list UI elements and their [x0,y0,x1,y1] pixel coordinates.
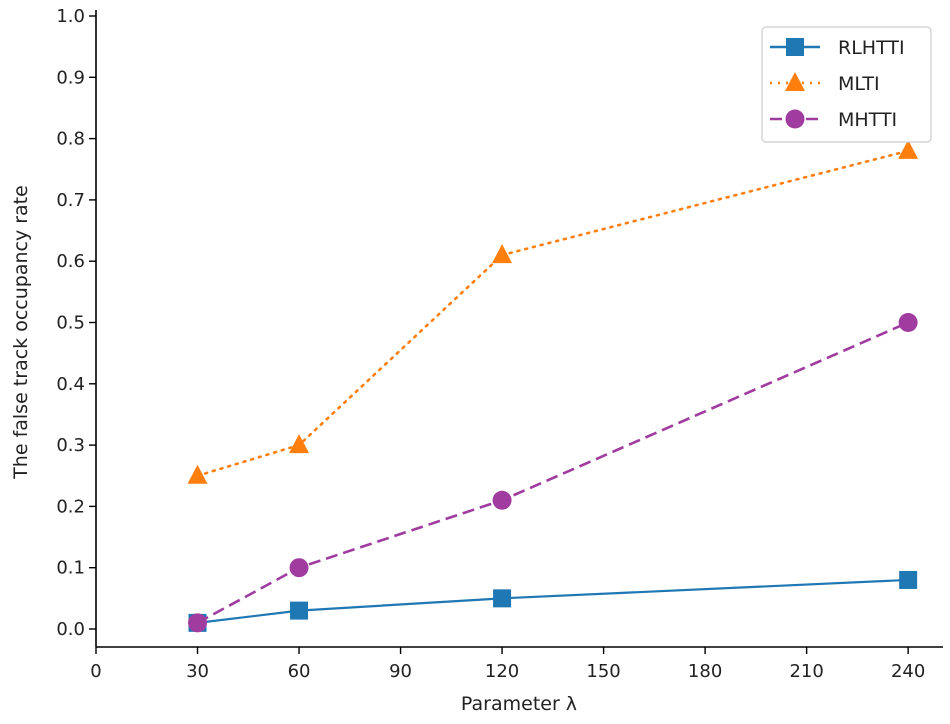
y-tick-label: 0.6 [56,251,85,272]
y-tick-label: 1.0 [56,6,85,27]
x-tick-label: 120 [485,661,519,682]
legend-marker [785,72,805,91]
data-point [899,570,918,589]
series-line [197,578,909,624]
x-tick-label: 150 [586,661,620,682]
series-mlti [187,139,919,484]
x-tick-label: 0 [90,661,101,682]
legend-item-mlti: MLTI [770,72,880,95]
data-point [188,613,208,633]
x-tick-label: 60 [288,661,311,682]
legend-label: MHTTI [838,109,897,131]
series-rlhtti [188,570,918,632]
y-tick-label: 0.1 [56,558,85,579]
data-point [289,558,309,578]
legend-frame [761,26,932,143]
legend-label: MLTI [838,73,880,95]
legend-marker [785,109,805,129]
data-point [898,139,919,159]
series-layer [187,139,919,633]
series-line [196,321,909,625]
legend-marker [786,38,804,56]
x-axis-label: Parameter λ [461,693,577,715]
legend-item-mhtti: MHTTI [770,109,897,131]
data-point [492,244,513,264]
x-tick-label: 180 [688,661,722,682]
data-point [493,589,512,608]
x-tick-label: 210 [789,661,823,682]
y-tick-label: 0.3 [56,435,85,456]
data-point [290,601,309,620]
data-point [187,464,208,484]
y-axis-label: The false track occupancy rate [10,185,32,480]
x-tick-label: 240 [891,661,925,682]
x-tick-label: 30 [186,661,209,682]
data-point [289,434,310,454]
legend: RLHTTI MLTI MHTTI [761,26,932,143]
y-tick-label: 0.2 [56,496,85,517]
axes: 0 30 60 90 120 150 180 210 240 0.0 0.1 0.2 0.3 0.4 0.5… [56,6,943,682]
y-tick-label: 0.9 [56,67,85,88]
legend-label: RLHTTI [838,37,905,59]
y-tick-label: 0.7 [56,190,85,211]
data-point [898,313,918,332]
y-tick-label: 0.0 [56,619,85,640]
x-tick-label: 90 [389,661,412,682]
y-tick-label: 0.8 [56,129,85,150]
data-point [492,490,512,510]
series-mhtti [188,313,918,633]
y-tick-label: 0.5 [56,313,85,334]
series-line [196,149,910,478]
legend-item-rlhtti: RLHTTI [770,37,905,59]
y-tick-label: 0.4 [56,374,85,395]
